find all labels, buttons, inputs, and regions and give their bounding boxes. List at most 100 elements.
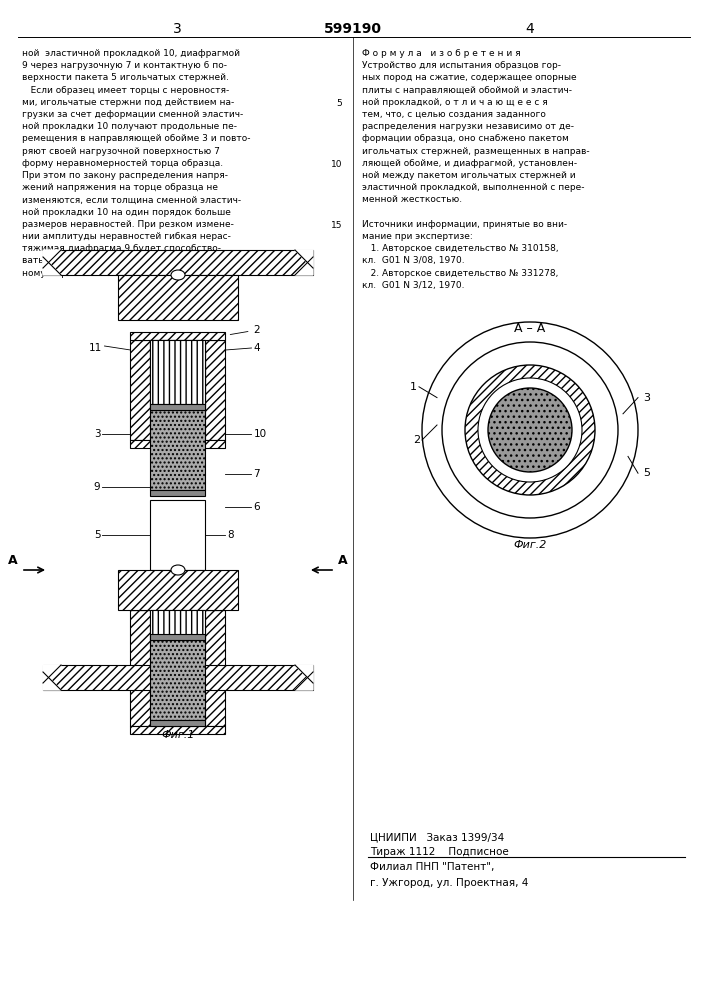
Text: 9: 9 xyxy=(94,482,100,492)
Text: ной прокладкой, о т л и ч а ю щ е е с я: ной прокладкой, о т л и ч а ю щ е е с я xyxy=(362,98,548,107)
Polygon shape xyxy=(43,250,61,268)
Text: распределения нагрузки независимо от де-: распределения нагрузки независимо от де- xyxy=(362,122,574,131)
Text: ной прокладки 10 получают продольные пе-: ной прокладки 10 получают продольные пе- xyxy=(22,122,237,131)
Text: 4: 4 xyxy=(254,343,260,353)
Text: 2. Авторское свидетельство № 331278,: 2. Авторское свидетельство № 331278, xyxy=(362,269,559,278)
Text: 7: 7 xyxy=(254,469,260,479)
Text: 1: 1 xyxy=(410,382,417,392)
Text: A: A xyxy=(8,554,18,567)
Text: Филиал ПНП "Патент",: Филиал ПНП "Патент", xyxy=(370,862,494,872)
Bar xyxy=(151,340,206,410)
Polygon shape xyxy=(295,665,313,683)
Bar xyxy=(151,610,206,640)
Text: 3: 3 xyxy=(173,22,182,36)
Text: Тираж 1112    Подписное: Тираж 1112 Подписное xyxy=(370,847,509,857)
Text: игольчатых стержней, размещенных в направ-: игольчатых стержней, размещенных в напра… xyxy=(362,147,590,156)
Text: тяжимая диафрагма 9 будет способство-: тяжимая диафрагма 9 будет способство- xyxy=(22,244,221,253)
Circle shape xyxy=(465,365,595,495)
Text: грузки за счет деформации сменной эластич-: грузки за счет деформации сменной эласти… xyxy=(22,110,243,119)
Text: ляющей обойме, и диафрагмой, установлен-: ляющей обойме, и диафрагмой, установлен- xyxy=(362,159,577,168)
Text: ЦНИИПИ   Заказ 1399/34: ЦНИИПИ Заказ 1399/34 xyxy=(370,832,504,842)
Text: 2: 2 xyxy=(230,325,260,335)
Text: нии амплитуды неравностей гибкая нерас-: нии амплитуды неравностей гибкая нерас- xyxy=(22,232,231,241)
Text: 8: 8 xyxy=(228,530,234,540)
Text: Устройство для испытания образцов гор-: Устройство для испытания образцов гор- xyxy=(362,61,561,70)
Text: A: A xyxy=(338,554,348,567)
Text: 599190: 599190 xyxy=(324,22,382,36)
Polygon shape xyxy=(43,665,61,683)
Text: 10: 10 xyxy=(254,429,267,439)
Text: ряют своей нагрузочной поверхностью 7: ряют своей нагрузочной поверхностью 7 xyxy=(22,147,220,156)
Polygon shape xyxy=(295,672,313,690)
Text: 10: 10 xyxy=(330,160,342,169)
Ellipse shape xyxy=(171,270,185,280)
Text: г. Ужгород, ул. Проектная, 4: г. Ужгород, ул. Проектная, 4 xyxy=(370,878,528,888)
Text: верхности пакета 5 игольчатых стержней.: верхности пакета 5 игольчатых стержней. xyxy=(22,73,229,82)
Text: 3: 3 xyxy=(94,429,100,439)
Text: жений напряжения на торце образца не: жений напряжения на торце образца не xyxy=(22,183,218,192)
Text: кл.  G01 N 3/08, 1970.: кл. G01 N 3/08, 1970. xyxy=(362,256,464,265)
Bar xyxy=(118,570,238,610)
Polygon shape xyxy=(295,257,313,275)
Text: Фиг.2: Фиг.2 xyxy=(513,540,547,550)
Bar xyxy=(151,720,206,726)
Text: тем, что, с целью создания заданного: тем, что, с целью создания заданного xyxy=(362,110,546,119)
Text: 2: 2 xyxy=(413,435,420,445)
Text: 11: 11 xyxy=(89,343,103,353)
Polygon shape xyxy=(43,672,61,690)
Text: 1. Авторское свидетельство № 310158,: 1. Авторское свидетельство № 310158, xyxy=(362,244,559,253)
Text: Источники информации, принятые во вни-: Источники информации, принятые во вни- xyxy=(362,220,567,229)
Bar xyxy=(206,340,226,440)
Text: Фиг.1: Фиг.1 xyxy=(161,730,194,740)
Bar xyxy=(43,665,313,690)
Text: 5: 5 xyxy=(643,468,650,478)
Bar xyxy=(131,340,151,440)
Bar xyxy=(151,404,206,410)
Bar xyxy=(151,640,206,720)
Text: Ф о р м у л а   и з о б р е т е н и я: Ф о р м у л а и з о б р е т е н и я xyxy=(362,49,520,58)
Bar xyxy=(206,610,226,726)
Text: ми, игольчатые стержни под действием на-: ми, игольчатые стержни под действием на- xyxy=(22,98,234,107)
Circle shape xyxy=(478,378,582,482)
Text: ных пород на сжатие, содержащее опорные: ных пород на сжатие, содержащее опорные xyxy=(362,73,577,82)
Text: 15: 15 xyxy=(330,221,342,230)
Text: ной прокладки 10 на один порядок больше: ной прокладки 10 на один порядок больше xyxy=(22,208,231,217)
Bar xyxy=(131,610,151,726)
Bar xyxy=(131,602,226,610)
Text: 5: 5 xyxy=(94,530,100,540)
Circle shape xyxy=(488,388,572,472)
Text: ремещения в направляющей обойме 3 и повто-: ремещения в направляющей обойме 3 и повт… xyxy=(22,134,250,143)
Text: изменяются, если толщина сменной эластич-: изменяются, если толщина сменной эластич… xyxy=(22,195,241,204)
Text: 5: 5 xyxy=(337,99,342,108)
Bar xyxy=(118,275,238,320)
Text: ной  эластичной прокладкой 10, диафрагмой: ной эластичной прокладкой 10, диафрагмой xyxy=(22,49,240,58)
Bar xyxy=(151,490,206,496)
Text: ному выравниванию поверхности образца.: ному выравниванию поверхности образца. xyxy=(22,269,229,278)
Polygon shape xyxy=(295,250,313,268)
Text: эластичной прокладкой, выполненной с пере-: эластичной прокладкой, выполненной с пер… xyxy=(362,183,585,192)
Text: 9 через нагрузочную 7 и контактную 6 по-: 9 через нагрузочную 7 и контактную 6 по- xyxy=(22,61,227,70)
Bar xyxy=(131,332,226,340)
Circle shape xyxy=(442,342,618,518)
Circle shape xyxy=(422,322,638,538)
Bar xyxy=(151,410,206,490)
Bar xyxy=(151,340,206,404)
Bar xyxy=(43,250,313,275)
Text: формации образца, оно снабжено пакетом: формации образца, оно снабжено пакетом xyxy=(362,134,569,143)
Text: мание при экспертизе:: мание при экспертизе: xyxy=(362,232,473,241)
Text: кл.  G01 N 3/12, 1970.: кл. G01 N 3/12, 1970. xyxy=(362,281,464,290)
Text: Если образец имеет торцы с неровностя-: Если образец имеет торцы с неровностя- xyxy=(22,86,229,95)
Bar xyxy=(131,440,226,448)
Polygon shape xyxy=(43,257,61,275)
Text: вать их локальному разрушению и частич-: вать их локальному разрушению и частич- xyxy=(22,256,228,265)
Bar xyxy=(151,500,206,570)
Text: размеров неравностей. При резком измене-: размеров неравностей. При резком измене- xyxy=(22,220,234,229)
Bar xyxy=(151,634,206,640)
Text: 3: 3 xyxy=(643,393,650,403)
Ellipse shape xyxy=(171,565,185,575)
Text: 6: 6 xyxy=(254,502,260,512)
Text: ной между пакетом игольчатых стержней и: ной между пакетом игольчатых стержней и xyxy=(362,171,575,180)
Text: При этом по закону распределения напря-: При этом по закону распределения напря- xyxy=(22,171,228,180)
Text: 4: 4 xyxy=(525,22,534,36)
Text: плиты с направляющей обоймой и эластич-: плиты с направляющей обоймой и эластич- xyxy=(362,86,572,95)
